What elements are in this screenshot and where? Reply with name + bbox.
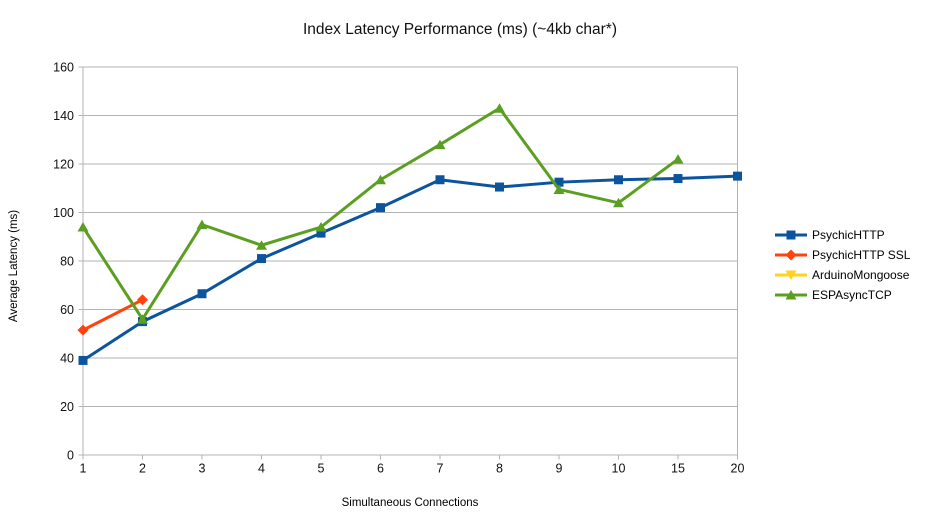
data-point-marker <box>376 203 385 213</box>
legend-item-arduinomongoose: ArduinoMongoose <box>775 265 910 285</box>
data-point-marker <box>613 197 624 208</box>
y-axis-tick-label: 60 <box>60 303 74 317</box>
data-point-marker <box>78 355 88 365</box>
legend-item-psychichttp-ssl: PsychicHTTP SSL <box>775 245 910 265</box>
data-point-marker <box>77 222 89 232</box>
data-point-marker <box>733 171 742 181</box>
data-point-marker <box>495 182 504 192</box>
legend-marker-triangle-down-icon <box>775 270 807 280</box>
legend-label: ESPAsyncTCP <box>812 288 892 302</box>
y-axis-title: Average Latency (ms) <box>8 209 20 323</box>
legend-marker-shape <box>786 230 796 240</box>
data-point-marker <box>315 222 327 232</box>
x-axis-tick-label: 6 <box>377 462 384 476</box>
data-point-marker <box>434 139 446 150</box>
x-axis-tick-label: 10 <box>612 462 626 476</box>
x-axis-tick-label: 1 <box>80 462 87 476</box>
legend-marker-square-icon <box>775 230 807 240</box>
data-point-marker <box>137 314 148 324</box>
x-axis-tick-label: 9 <box>556 462 563 476</box>
legend-label: PsychicHTTP SSL <box>812 248 911 262</box>
y-axis-tick-label: 20 <box>60 400 74 414</box>
series-line <box>81 106 679 322</box>
x-axis-tick-label: 2 <box>139 462 146 476</box>
x-axis-tick-label: 8 <box>496 462 503 476</box>
data-point-marker <box>553 184 565 194</box>
x-axis-tick-label: 7 <box>437 462 444 476</box>
data-point-marker <box>435 175 445 185</box>
legend-marker-triangle-up-icon <box>775 290 807 300</box>
legend-marker-diamond-icon <box>775 249 807 261</box>
chart-title: Index Latency Performance (ms) (~4kb cha… <box>302 21 617 38</box>
y-axis-tick-label: 140 <box>53 109 74 123</box>
series-line <box>82 174 738 362</box>
x-axis-tick-label: 5 <box>318 462 325 476</box>
data-point-marker <box>196 219 208 230</box>
data-point-marker <box>257 254 266 264</box>
data-point-marker <box>554 177 564 187</box>
legend-marker-shape <box>785 270 797 280</box>
x-axis-tick-label: 20 <box>731 462 745 476</box>
x-axis-tick-label: 4 <box>258 462 265 476</box>
x-axis-tick-label: 15 <box>671 462 685 476</box>
data-point-marker <box>494 103 505 113</box>
data-point-marker <box>77 324 89 336</box>
data-point-marker <box>375 174 386 185</box>
x-axis-tick-label: 3 <box>199 462 206 476</box>
chart-legend: PsychicHTTP PsychicHTTP SSL ArduinoMongo… <box>775 225 910 305</box>
legend-item-espasynctcp: ESPAsyncTCP <box>775 285 910 305</box>
legend-label: ArduinoMongoose <box>812 268 910 282</box>
data-point-marker <box>673 174 683 184</box>
legend-item-psychichttp: PsychicHTTP <box>775 225 910 245</box>
legend-marker-shape <box>785 249 797 261</box>
x-axis-title: Simultaneous Connections <box>341 497 479 509</box>
data-point-marker <box>256 240 267 250</box>
y-axis-tick-label: 40 <box>60 352 74 366</box>
y-axis-tick-label: 100 <box>53 206 74 220</box>
y-axis-tick-label: 120 <box>53 158 74 172</box>
y-axis-tick-label: 0 <box>67 449 74 463</box>
data-point-marker <box>197 289 207 299</box>
y-axis-tick-label: 160 <box>53 61 74 75</box>
legend-marker-shape <box>785 290 797 300</box>
data-point-marker <box>672 154 684 164</box>
data-point-marker <box>614 175 623 185</box>
y-axis-tick-label: 80 <box>60 255 74 269</box>
data-point-marker <box>137 294 148 306</box>
data-point-marker <box>316 228 326 238</box>
legend-label: PsychicHTTP <box>812 228 885 242</box>
